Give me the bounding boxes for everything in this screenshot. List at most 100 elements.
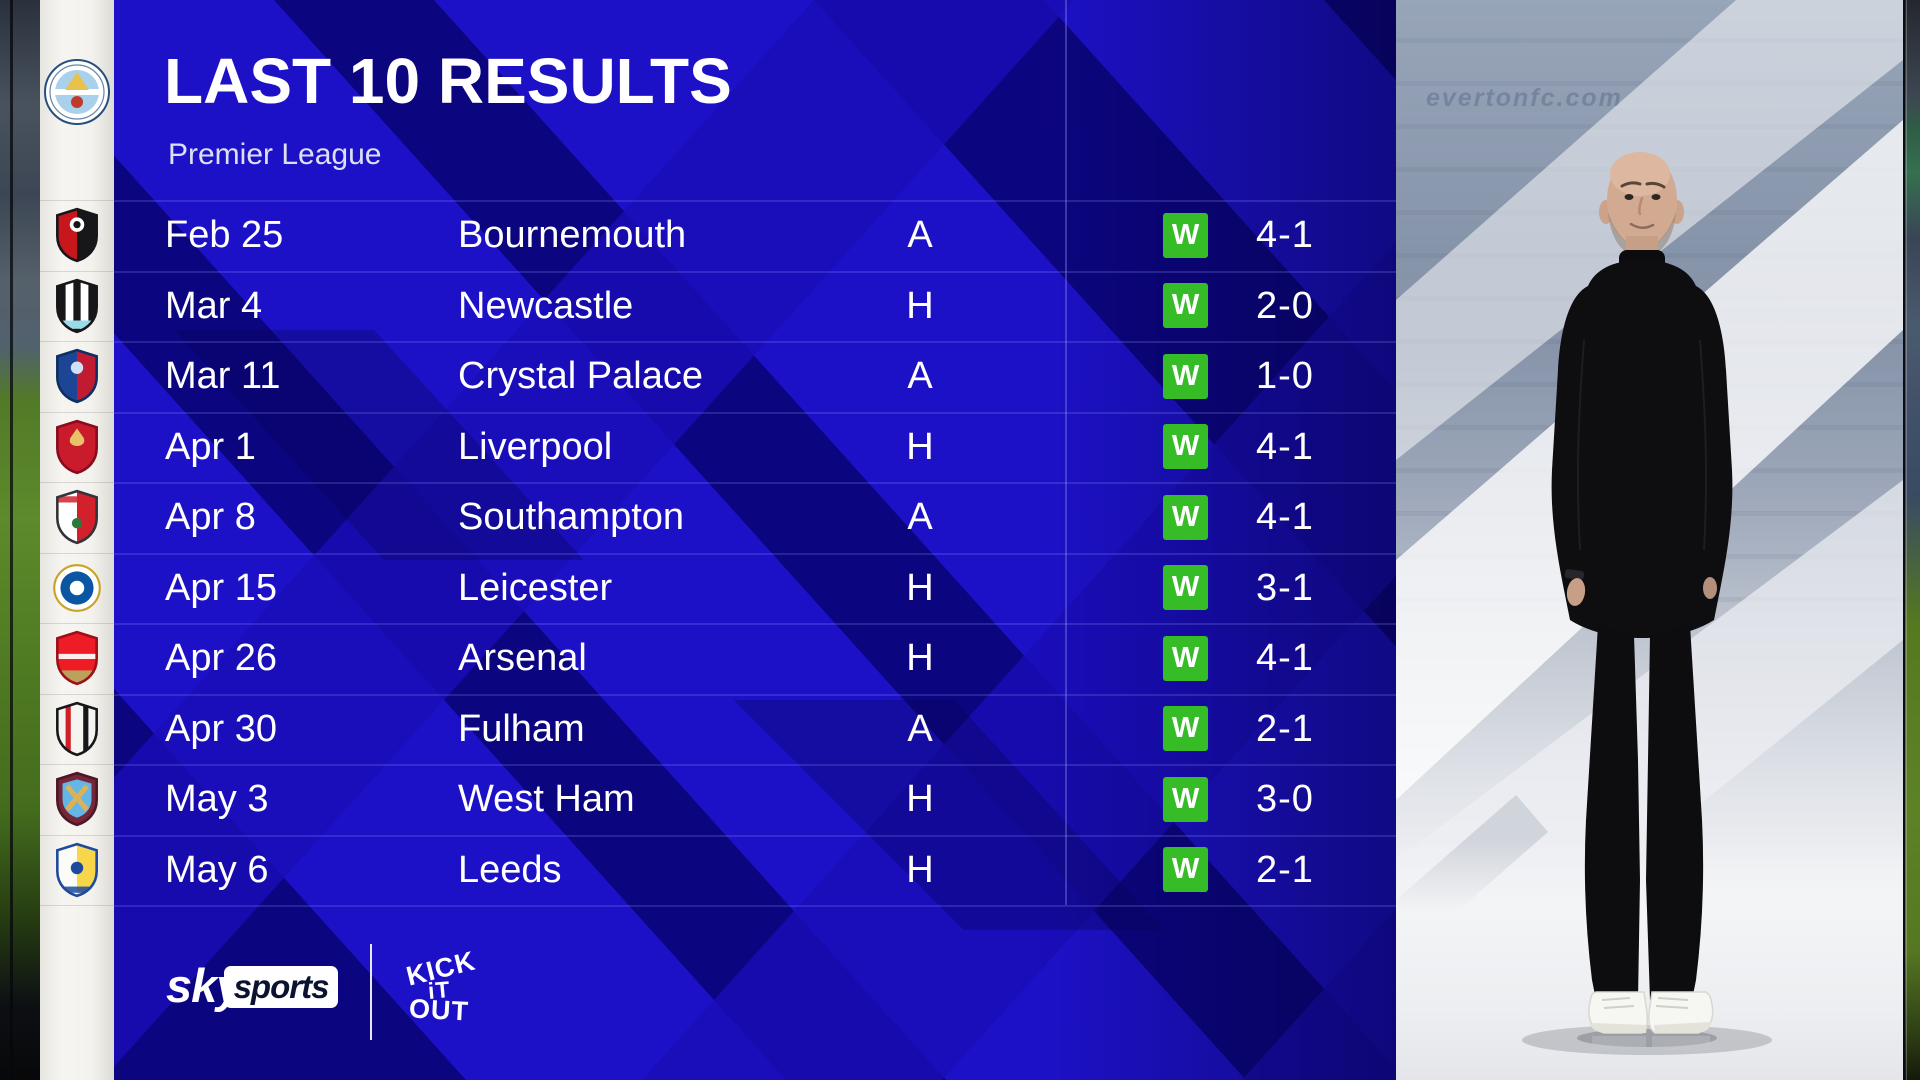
opponent-name: Bournemouth	[458, 214, 687, 256]
result-row: Apr 1 Liverpool H W 4-1	[114, 412, 1396, 483]
sky-sports-logo: sports	[224, 966, 338, 1008]
match-score: 4-1	[1256, 637, 1314, 679]
rail-separator	[40, 623, 114, 624]
match-score: 2-1	[1256, 848, 1314, 891]
venue-indicator: A	[907, 707, 933, 750]
results-panel: LAST 10 RESULTS Premier League Feb 25 Bou…	[114, 0, 1396, 1080]
crest-newcastle-icon	[40, 271, 114, 342]
stadium-hoarding-text: evertonfc.com	[1426, 84, 1623, 112]
team-crest-rail	[40, 0, 114, 1080]
row-separator	[114, 270, 1396, 273]
win-badge: W	[1163, 565, 1208, 611]
match-date: Apr 30	[165, 707, 277, 750]
win-badge: W	[1163, 212, 1208, 258]
venue-indicator: H	[906, 637, 934, 679]
crest-arsenal-icon	[40, 623, 114, 694]
row-separator	[114, 764, 1396, 766]
opponent-name: Southampton	[458, 496, 685, 538]
win-badge: W	[1163, 353, 1208, 399]
match-score: 3-1	[1256, 566, 1314, 609]
crest-bournemouth-icon	[40, 200, 114, 271]
crest-leicester-icon	[40, 553, 114, 624]
win-badge: W	[1163, 847, 1208, 893]
venue-indicator: A	[907, 355, 933, 397]
kick-it-out-logo: KICK iT OUT	[388, 938, 490, 1042]
match-score: 1-0	[1256, 355, 1314, 397]
match-score: 4-1	[1256, 425, 1314, 468]
row-separator	[114, 200, 1396, 202]
row-separator	[114, 482, 1396, 484]
venue-indicator: A	[907, 214, 933, 256]
row-separator	[114, 834, 1396, 837]
match-date: May 3	[165, 778, 269, 820]
match-date: Mar 4	[165, 284, 263, 327]
result-row: Apr 26 Arsenal H W 4-1	[114, 623, 1396, 694]
match-score: 4-1	[1256, 496, 1314, 538]
row-separator	[114, 341, 1396, 343]
match-score: 4-1	[1256, 214, 1314, 256]
row-separator	[114, 905, 1396, 907]
result-row: May 6 Leeds H W 2-1	[114, 835, 1396, 906]
rail-separator	[40, 270, 114, 272]
result-row: Mar 11 Crystal Palace A W 1-0	[114, 341, 1396, 412]
result-row: Apr 15 Leicester H W 3-1	[114, 553, 1396, 624]
venue-indicator: H	[906, 284, 934, 327]
rail-separator	[40, 693, 114, 695]
opponent-name: Liverpool	[458, 425, 613, 468]
win-badge: W	[1163, 706, 1208, 752]
match-date: Apr 26	[165, 637, 277, 679]
crest-fulham-icon	[40, 694, 114, 765]
result-row: Apr 8 Southampton A W 4-1	[114, 482, 1396, 553]
manager-photo-panel: evertonfc.com	[1396, 0, 1903, 1080]
rail-separator	[40, 200, 114, 201]
match-score: 2-1	[1256, 707, 1314, 750]
rail-separator	[40, 905, 114, 906]
kick-it-out-line: OUT	[408, 993, 470, 1027]
venue-indicator: H	[906, 778, 934, 820]
opponent-name: West Ham	[458, 778, 635, 820]
result-row: Apr 30 Fulham A W 2-1	[114, 694, 1396, 765]
venue-indicator: A	[907, 496, 933, 538]
match-date: Apr 15	[165, 566, 277, 609]
page-title: LAST 10 RESULTS	[164, 45, 732, 117]
result-row: Feb 25 Bournemouth A W 4-1	[114, 200, 1396, 271]
footer-divider	[370, 944, 372, 1040]
opponent-name: Crystal Palace	[458, 355, 703, 397]
win-badge: W	[1163, 283, 1208, 329]
match-date: Apr 1	[165, 425, 256, 468]
match-date: Feb 25	[165, 214, 284, 256]
match-date: Mar 11	[165, 355, 281, 397]
background-video-left-sliver	[0, 0, 40, 1080]
match-score: 2-0	[1256, 284, 1314, 327]
crest-crystal-palace-icon	[40, 341, 114, 412]
row-separator	[114, 411, 1396, 414]
rail-separator	[40, 341, 114, 342]
sky-sports-logo-text: sports	[233, 968, 330, 1005]
background-video-right-sliver	[1903, 0, 1920, 1080]
venue-indicator: H	[906, 425, 934, 468]
venue-indicator: H	[906, 566, 934, 609]
crest-liverpool-icon	[40, 412, 114, 483]
rail-separator	[40, 411, 114, 413]
rail-separator	[40, 552, 114, 554]
column-divider-line	[1065, 0, 1067, 905]
win-badge: W	[1163, 776, 1208, 822]
opponent-name: Newcastle	[458, 284, 634, 327]
rail-separator	[40, 764, 114, 765]
crest-southampton-icon	[40, 482, 114, 553]
rail-separator	[40, 482, 114, 483]
match-date: Apr 8	[165, 496, 256, 538]
crest-leeds-icon	[40, 835, 114, 906]
match-score: 3-0	[1256, 778, 1314, 820]
win-badge: W	[1163, 494, 1208, 540]
row-separator	[114, 552, 1396, 555]
zigzag-background	[114, 0, 1396, 1080]
rail-separator	[40, 834, 114, 836]
win-badge: W	[1163, 424, 1208, 470]
win-badge: W	[1163, 635, 1208, 681]
pep-guardiola-figure	[1522, 152, 1772, 1055]
manchester-city-crest-icon	[43, 58, 111, 126]
match-date: May 6	[165, 848, 269, 891]
result-row: Mar 4 Newcastle H W 2-0	[114, 271, 1396, 342]
